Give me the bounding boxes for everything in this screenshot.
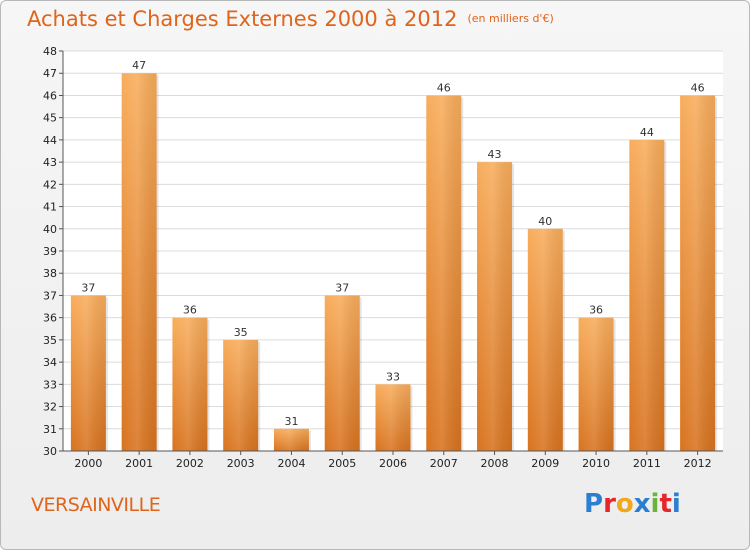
- bar-shine: [680, 95, 716, 451]
- bar-value-label: 31: [284, 415, 298, 428]
- bar-shine: [223, 339, 259, 451]
- y-tick-label: 34: [43, 356, 57, 369]
- y-tick-label: 48: [43, 45, 57, 58]
- bar-shine: [324, 295, 360, 451]
- bar-shine: [578, 317, 614, 451]
- chart-subtitle: (en milliers d'€): [467, 12, 554, 25]
- commune-name: VERSAINVILLE: [31, 494, 161, 516]
- y-tick-label: 41: [43, 201, 57, 214]
- bar-shine: [426, 95, 462, 451]
- chart-title-text: Achats et Charges Externes 2000 à 2012: [27, 7, 458, 31]
- bar-value-label: 37: [335, 281, 349, 294]
- y-tick-label: 31: [43, 423, 57, 436]
- x-tick-label: 2011: [633, 457, 661, 470]
- bar-value-label: 35: [234, 326, 248, 339]
- bar-shine: [273, 428, 309, 451]
- y-tick-label: 33: [43, 378, 57, 391]
- y-tick-label: 37: [43, 289, 57, 302]
- x-tick-label: 2000: [74, 457, 102, 470]
- bar-value-label: 46: [691, 81, 705, 94]
- x-tick-label: 2009: [531, 457, 559, 470]
- x-tick-label: 2008: [481, 457, 509, 470]
- bar-value-label: 33: [386, 370, 400, 383]
- bars: 37 47 36 35 31 37 33 46 43 40 36 44 46: [70, 59, 718, 451]
- bar-value-label: 44: [640, 126, 654, 139]
- y-tick-label: 36: [43, 312, 57, 325]
- bar-value-label: 40: [538, 215, 552, 228]
- logo-letter: x: [633, 489, 651, 519]
- x-tick-label: 2004: [277, 457, 305, 470]
- x-tick-label: 2002: [176, 457, 204, 470]
- logo-letter: i: [650, 489, 660, 519]
- axes: 30 31 32 33 34 35 36 37 38 39 40 41 42 43 44 45 46 47 48 20…: [43, 45, 723, 470]
- y-tick-label: 46: [43, 89, 57, 102]
- y-tick-label: 40: [43, 223, 57, 236]
- bar-shine: [527, 228, 563, 451]
- bar-shine: [70, 295, 106, 451]
- logo-letter: t: [659, 489, 672, 519]
- logo-letter: i: [671, 489, 681, 519]
- bar-value-label: 37: [81, 281, 95, 294]
- x-tick-label: 2003: [227, 457, 255, 470]
- x-tick-label: 2006: [379, 457, 407, 470]
- y-tick-label: 35: [43, 334, 57, 347]
- logo-letter: o: [615, 489, 634, 519]
- bar-shine: [477, 162, 513, 451]
- bar-shine: [121, 73, 157, 451]
- y-tick-label: 42: [43, 178, 57, 191]
- proxiti-logo: Proxiti: [584, 489, 681, 519]
- x-tick-label: 2005: [328, 457, 356, 470]
- logo-letter: P: [584, 489, 604, 519]
- x-tick-label: 2001: [125, 457, 153, 470]
- y-tick-label: 47: [43, 67, 57, 80]
- chart-title: Achats et Charges Externes 2000 à 2012 (e…: [27, 7, 554, 31]
- bar-value-label: 43: [488, 148, 502, 161]
- y-tick-label: 32: [43, 401, 57, 414]
- logo-letter: r: [603, 489, 616, 519]
- bar-shine: [172, 317, 208, 451]
- x-tick-label: 2007: [430, 457, 458, 470]
- bar-shine: [629, 139, 665, 451]
- x-tick-label: 2010: [582, 457, 610, 470]
- bar-value-label: 36: [183, 304, 197, 317]
- y-tick-label: 45: [43, 112, 57, 125]
- bar-value-label: 46: [437, 81, 451, 94]
- y-tick-label: 38: [43, 267, 57, 280]
- y-tick-label: 43: [43, 156, 57, 169]
- bar-shine: [375, 384, 411, 451]
- y-tick-label: 30: [43, 445, 57, 458]
- y-tick-label: 39: [43, 245, 57, 258]
- y-tick-label: 44: [43, 134, 57, 147]
- bar-value-label: 47: [132, 59, 146, 72]
- x-tick-label: 2012: [684, 457, 712, 470]
- bar-value-label: 36: [589, 304, 603, 317]
